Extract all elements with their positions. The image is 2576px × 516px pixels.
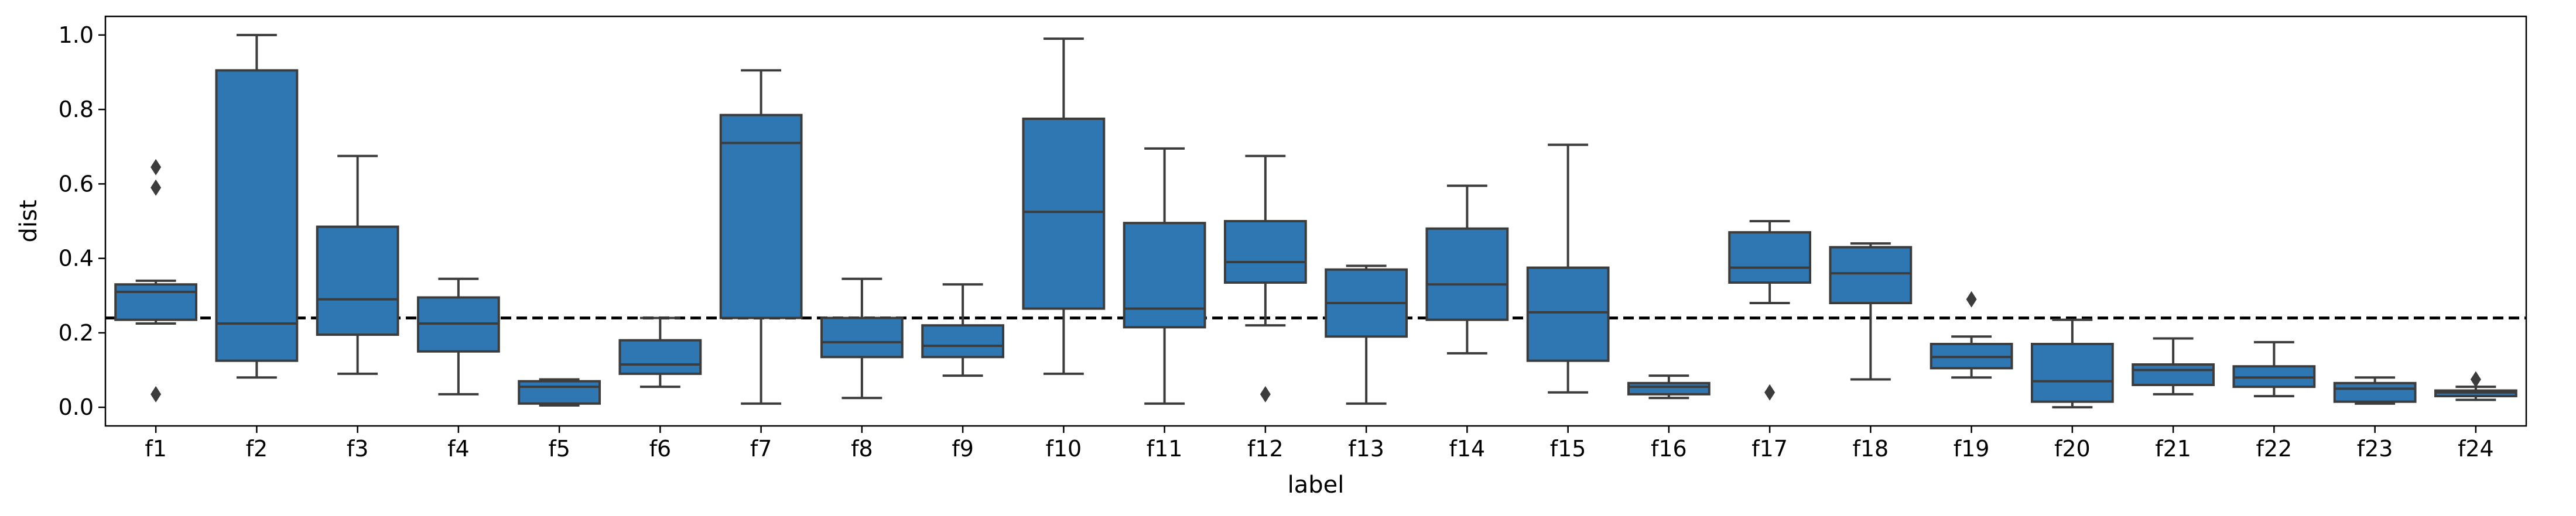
- outlier-f17-0: [1764, 384, 1776, 401]
- x-tick-label-f9: f9: [952, 436, 974, 462]
- x-tick-label-f8: f8: [851, 436, 873, 462]
- x-tick-label-f2: f2: [246, 436, 268, 462]
- x-tick-label-f16: f16: [1651, 436, 1687, 462]
- iqr-box-f16: [1627, 381, 1711, 395]
- plot-area: [105, 16, 2526, 426]
- outlier-f1-0: [150, 386, 162, 403]
- box-f17: [1728, 220, 1812, 304]
- y-tick-label-0.0: 0.0: [59, 394, 94, 420]
- x-tick-label-f21: f21: [2155, 436, 2191, 462]
- iqr-box-f12: [1223, 220, 1307, 284]
- x-tick-label-f10: f10: [1046, 436, 1082, 462]
- box-f18: [1829, 242, 1913, 381]
- y-tick-label-0.6: 0.6: [59, 171, 94, 197]
- outlier-f24-0: [2470, 371, 2481, 388]
- box-f23: [2333, 376, 2417, 405]
- x-tick-label-f4: f4: [447, 436, 470, 462]
- iqr-box-f20: [2030, 343, 2114, 403]
- box-f12: [1223, 154, 1307, 327]
- iqr-box-f3: [316, 225, 399, 336]
- box-f13: [1325, 264, 1408, 405]
- x-tick-label-f15: f15: [1550, 436, 1586, 462]
- y-tick-label-0.8: 0.8: [59, 97, 94, 122]
- plot-frame: [104, 15, 2527, 427]
- x-tick-label-f20: f20: [2054, 436, 2091, 462]
- iqr-box-f18: [1829, 246, 1913, 304]
- box-f8: [820, 277, 904, 400]
- box-f10: [1022, 37, 1106, 375]
- iqr-box-f14: [1425, 227, 1509, 321]
- iqr-box-f5: [518, 380, 601, 405]
- box-f16: [1627, 374, 1711, 400]
- box-f7: [719, 69, 803, 405]
- box-f15: [1526, 143, 1610, 394]
- box-f1: [114, 279, 198, 325]
- box-f3: [316, 154, 399, 375]
- iqr-box-f2: [215, 69, 299, 362]
- x-tick-label-f12: f12: [1247, 436, 1284, 462]
- iqr-box-f7: [719, 113, 803, 319]
- x-tick-label-f14: f14: [1449, 436, 1486, 462]
- y-tick-label-1.0: 1.0: [59, 22, 94, 48]
- y-axis-ticks: 0.0 0.2 0.4 0.6 0.8 1.0: [59, 22, 105, 420]
- y-axis-label: dist: [15, 199, 42, 242]
- iqr-box-f6: [618, 339, 702, 375]
- box-f4: [416, 277, 500, 395]
- box-f6: [618, 317, 702, 388]
- iqr-box-f23: [2333, 381, 2417, 403]
- x-tick-label-f13: f13: [1348, 436, 1384, 462]
- x-tick-label-f23: f23: [2357, 436, 2393, 462]
- box-f5: [518, 378, 601, 407]
- x-tick-label-f11: f11: [1147, 436, 1183, 462]
- box-f9: [921, 283, 1005, 377]
- iqr-box-f10: [1022, 118, 1106, 310]
- x-tick-label-f1: f1: [145, 436, 167, 462]
- outlier-f1-1: [150, 179, 162, 196]
- x-tick-label-f24: f24: [2458, 436, 2494, 462]
- boxes-layer: [114, 33, 2517, 409]
- box-f19: [1930, 335, 2013, 379]
- x-tick-label-f22: f22: [2256, 436, 2293, 462]
- outlier-f1-2: [150, 159, 162, 176]
- outlier-f19-0: [1966, 291, 1977, 308]
- iqr-box-f11: [1123, 222, 1206, 329]
- x-tick-label-f18: f18: [1853, 436, 1889, 462]
- iqr-box-f1: [114, 283, 198, 321]
- y-tick-label-0.4: 0.4: [59, 246, 94, 271]
- x-tick-label-f17: f17: [1751, 436, 1788, 462]
- x-tick-label-f7: f7: [750, 436, 772, 462]
- box-f14: [1425, 184, 1509, 355]
- x-axis-ticks: f1 f2 f3 f4 f5 f6 f7 f8 f9 f10 f11 f12 f13 f14 f15 f16 f…: [145, 426, 2494, 462]
- box-f21: [2132, 337, 2215, 395]
- iqr-box-f15: [1526, 266, 1610, 362]
- outliers-layer: [150, 159, 2481, 403]
- box-f20: [2030, 318, 2114, 409]
- x-tick-label-f6: f6: [649, 436, 672, 462]
- box-f22: [2232, 340, 2316, 398]
- iqr-box-f9: [921, 324, 1005, 359]
- y-tick-label-0.2: 0.2: [59, 320, 94, 346]
- iqr-box-f8: [820, 317, 904, 359]
- x-tick-label-f5: f5: [548, 436, 570, 462]
- x-axis-label: label: [1288, 472, 1345, 498]
- box-f11: [1123, 147, 1206, 405]
- box-f2: [215, 33, 299, 379]
- iqr-box-f17: [1728, 231, 1812, 284]
- outlier-f12-0: [1260, 386, 1271, 403]
- x-tick-label-f3: f3: [347, 436, 369, 462]
- x-tick-label-f19: f19: [1954, 436, 1990, 462]
- iqr-box-f21: [2132, 363, 2215, 386]
